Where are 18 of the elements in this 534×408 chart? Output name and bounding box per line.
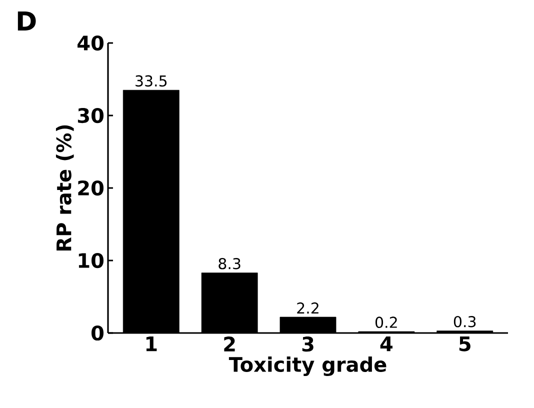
y-tick-label: 10	[78, 252, 104, 268]
x-tick-label: 1	[146, 336, 157, 352]
x-tick-label: 5	[459, 336, 470, 352]
y-axis-title: RP rate (%)	[56, 125, 74, 251]
data-label: 2.2	[297, 302, 318, 314]
chart-title: D	[18, 12, 36, 30]
data-label: 33.5	[136, 75, 167, 87]
y-tick-label: 40	[78, 35, 104, 51]
data-label: 8.3	[218, 258, 240, 270]
x-tick-label: 2	[224, 336, 235, 352]
data-label: 0.3	[454, 316, 476, 328]
y-tick-label: 30	[78, 108, 104, 124]
y-tick-label: 0	[92, 325, 104, 341]
x-axis-title: Toxicity grade	[228, 356, 386, 376]
data-label: 0.2	[375, 316, 397, 328]
y-tick-label: 20	[78, 180, 104, 196]
x-tick-label: 4	[380, 336, 392, 352]
x-tick-label: 3	[302, 336, 314, 352]
